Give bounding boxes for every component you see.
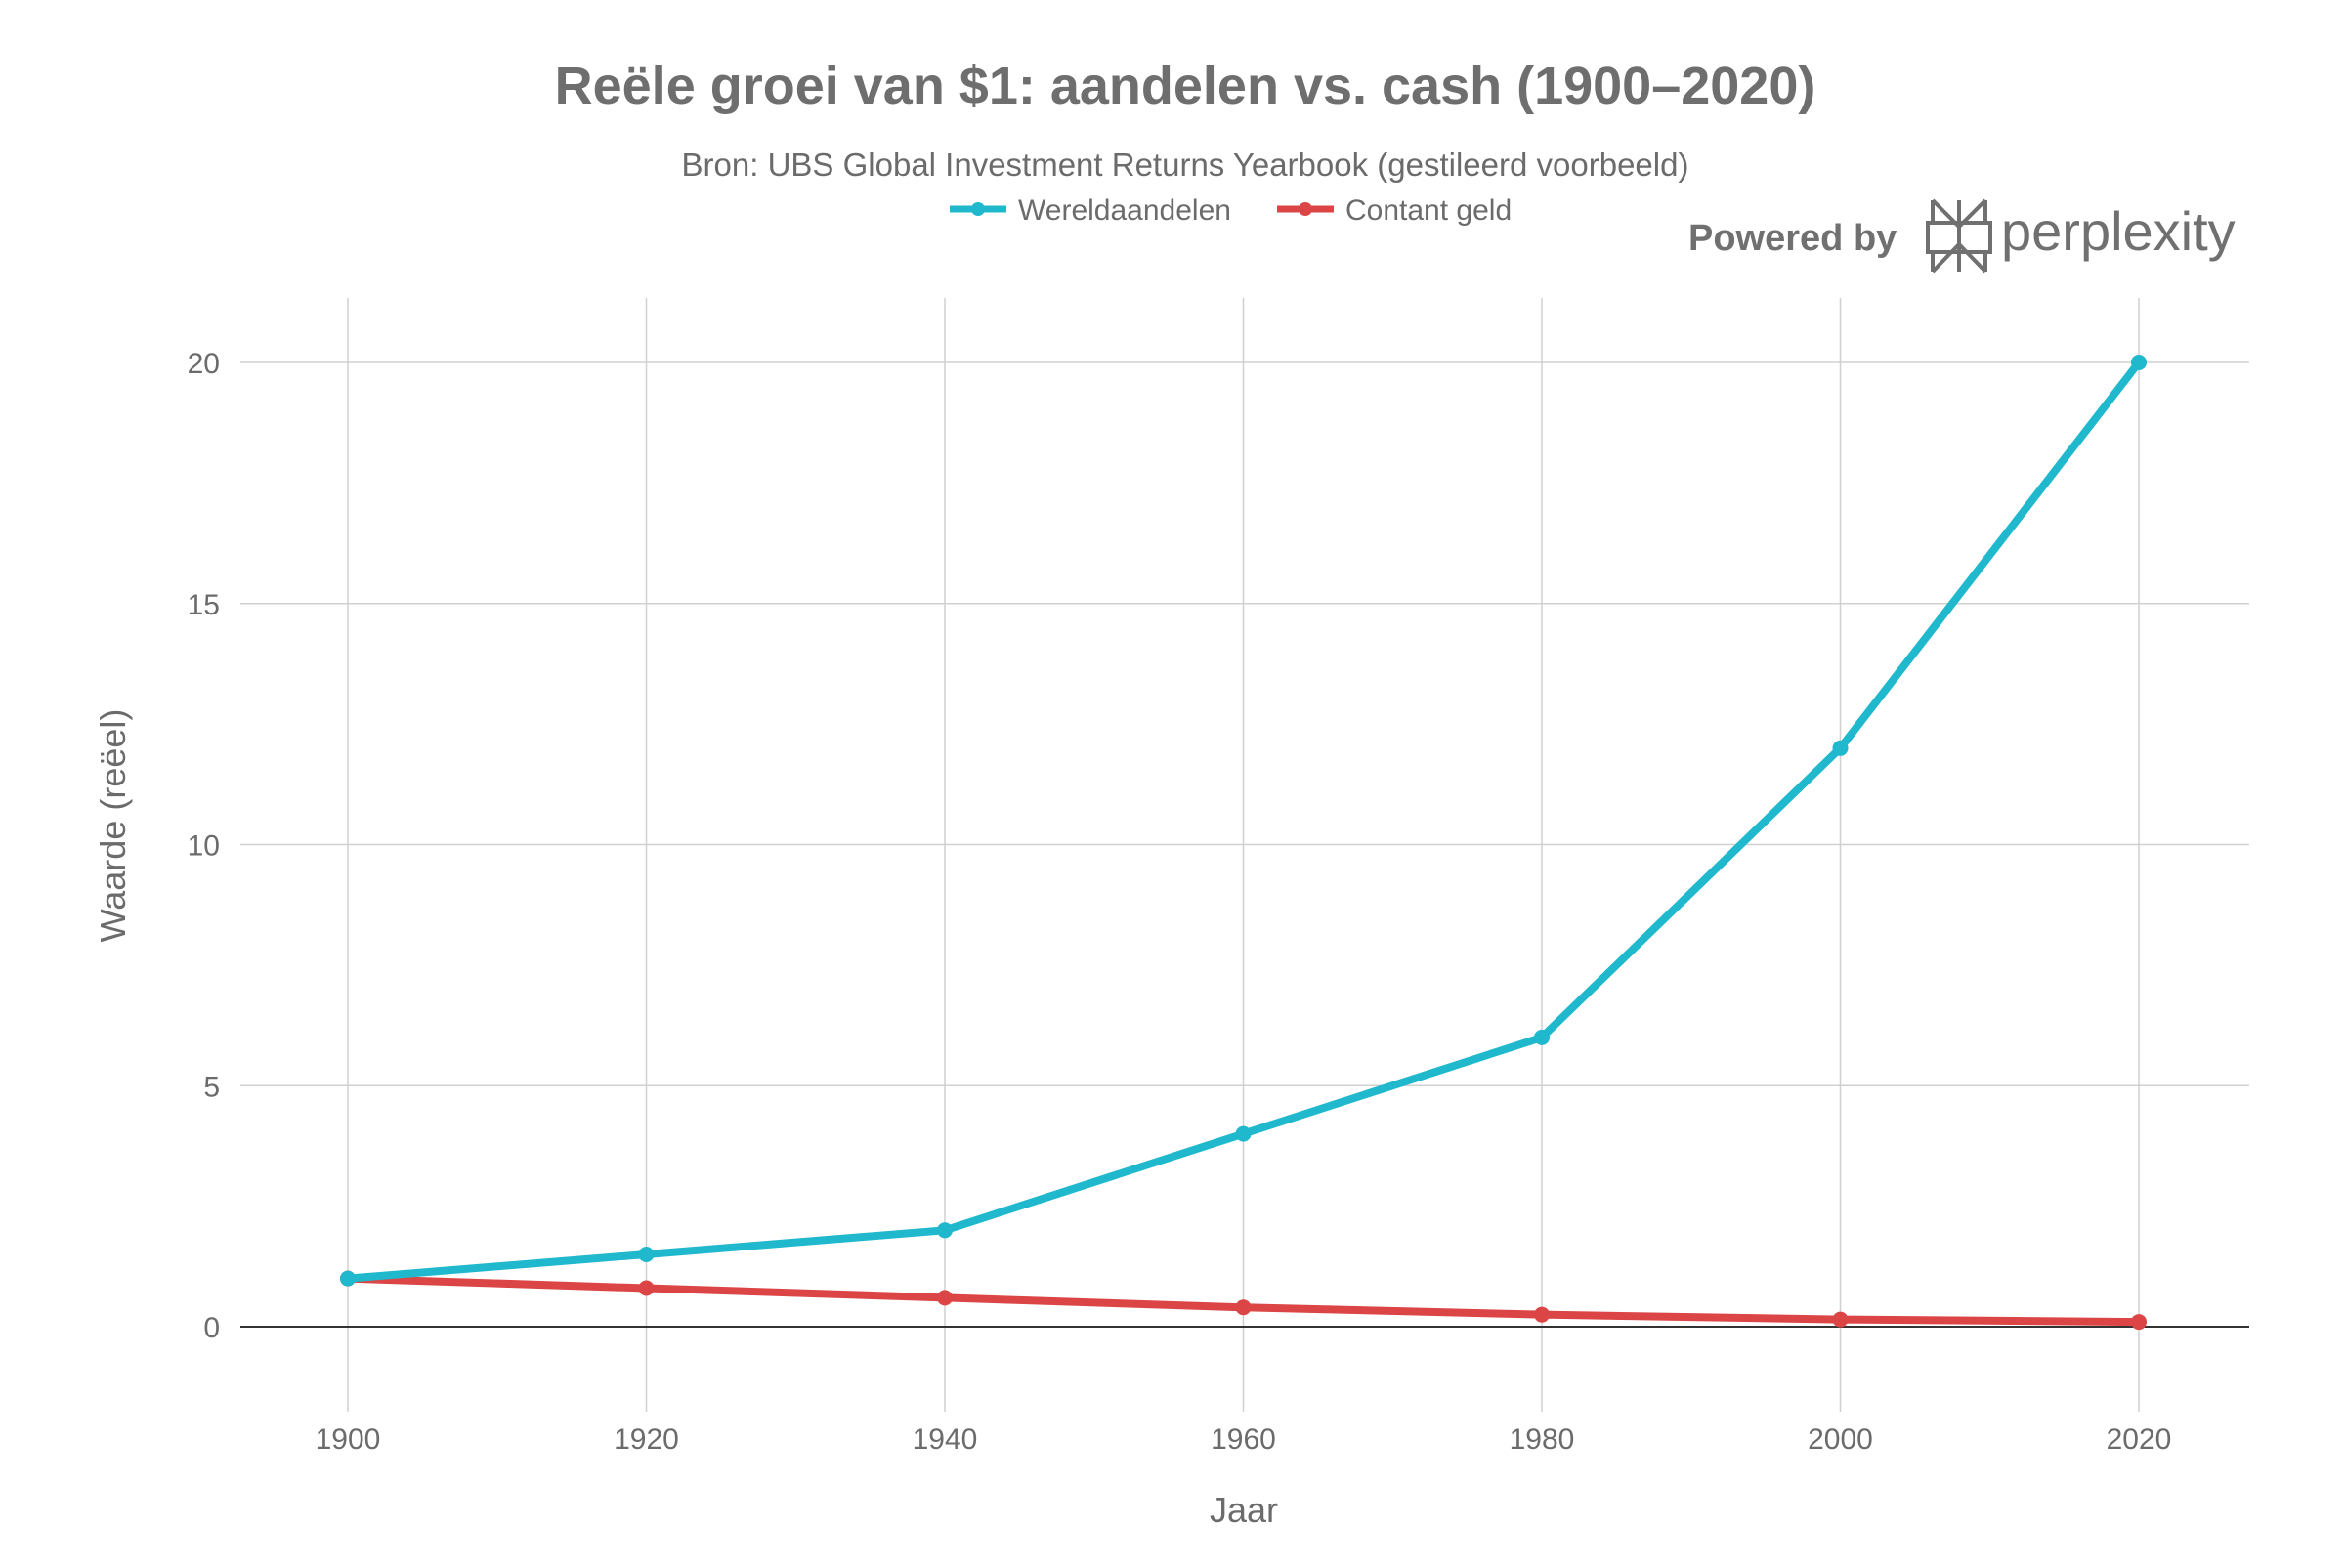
y-tick-label: 10 <box>188 830 220 863</box>
data-point <box>1832 740 1849 756</box>
y-tick-label: 5 <box>203 1071 220 1103</box>
powered-by-text: Powered by <box>1688 218 1897 259</box>
x-tick-label: 1900 <box>316 1423 381 1456</box>
x-tick-label: 2000 <box>1808 1423 1873 1456</box>
legend-label-cash: Contant geld <box>1345 194 1512 227</box>
x-tick-label: 1980 <box>1510 1423 1575 1456</box>
y-tick-label: 0 <box>203 1312 220 1344</box>
data-point <box>937 1222 953 1239</box>
perplexity-logo-icon <box>1926 198 1992 274</box>
legend: Wereldaandelen Contant geld <box>950 194 1512 227</box>
y-tick-label: 15 <box>188 589 220 621</box>
chart-subtitle: Bron: UBS Global Investment Returns Year… <box>682 147 1689 183</box>
data-point <box>1534 1029 1550 1045</box>
y-tick-label: 20 <box>188 348 220 380</box>
tick-labels: 1900 1920 1940 1960 1980 2000 2020 0 5 10 15 20 <box>188 348 2172 1456</box>
data-point <box>937 1290 953 1306</box>
data-point <box>1832 1311 1849 1328</box>
data-point <box>2131 355 2147 370</box>
perplexity-logo-text: perplexity <box>2001 200 2236 262</box>
series-Wereldaandelen <box>340 355 2147 1287</box>
x-tick-label: 1940 <box>913 1423 978 1456</box>
legend-label-stocks: Wereldaandelen <box>1018 194 1231 227</box>
data-point <box>638 1280 655 1296</box>
x-tick-label: 1960 <box>1211 1423 1276 1456</box>
chart-title: Reële groei van $1: aandelen vs. cash (1… <box>555 57 1816 115</box>
series-lines <box>340 355 2147 1331</box>
x-axis-title: Jaar <box>1210 1490 1278 1530</box>
x-tick-label: 2020 <box>2107 1423 2172 1456</box>
data-point <box>1235 1125 1252 1142</box>
y-axis-title: Waarde (reëel) <box>93 709 133 943</box>
data-point <box>1235 1299 1252 1316</box>
legend-item-cash[interactable]: Contant geld <box>1277 194 1512 227</box>
data-point <box>340 1270 356 1287</box>
x-tick-label: 1920 <box>614 1423 679 1456</box>
perplexity-branding: Powered by perplexity <box>1688 198 2236 274</box>
grid <box>240 298 2249 1412</box>
data-point <box>638 1246 655 1262</box>
data-point <box>2131 1314 2147 1331</box>
data-point <box>1534 1306 1550 1323</box>
legend-item-stocks[interactable]: Wereldaandelen <box>950 194 1231 227</box>
